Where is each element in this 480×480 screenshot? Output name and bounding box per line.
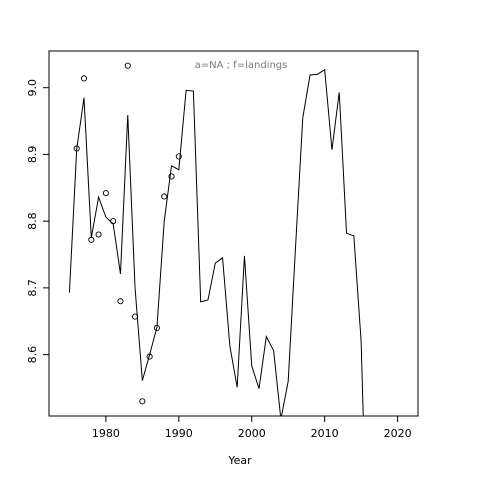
data-point <box>146 353 153 360</box>
y-tick-label: 8.9 <box>26 146 39 164</box>
data-point <box>161 193 168 200</box>
data-point <box>153 324 160 331</box>
y-tick-label: 8.7 <box>26 279 39 297</box>
y-tick-label: 8.8 <box>26 212 39 230</box>
series-line <box>68 68 364 416</box>
y-axis: 8.6 8.7 8.8 8.9 9.0 <box>26 79 49 363</box>
data-point <box>124 62 131 69</box>
data-point <box>175 153 182 160</box>
data-point <box>110 218 117 225</box>
x-tick-label: 2010 <box>311 427 339 440</box>
data-point <box>117 298 124 305</box>
x-tick-label: 2020 <box>384 427 412 440</box>
data-point <box>95 231 102 238</box>
plot-area <box>68 62 364 416</box>
data-point <box>73 145 80 152</box>
x-tick-label: 2000 <box>238 427 266 440</box>
series-points <box>73 62 182 405</box>
data-point <box>88 236 95 243</box>
data-point <box>131 313 139 320</box>
data-point <box>168 173 175 180</box>
data-point <box>102 190 109 197</box>
chart-annotation: a=NA ; f=landings <box>195 60 288 71</box>
y-tick-label: 8.6 <box>26 346 39 364</box>
y-tick-label: 9.0 <box>26 79 39 97</box>
x-tick-label: 1980 <box>92 427 120 440</box>
x-axis: 1980 1990 2000 2010 2020 <box>92 416 412 440</box>
plot-frame <box>48 50 419 417</box>
data-point <box>139 398 146 405</box>
data-point <box>80 75 88 82</box>
x-tick-label: 1990 <box>165 427 193 440</box>
x-axis-label: Year <box>227 454 252 467</box>
